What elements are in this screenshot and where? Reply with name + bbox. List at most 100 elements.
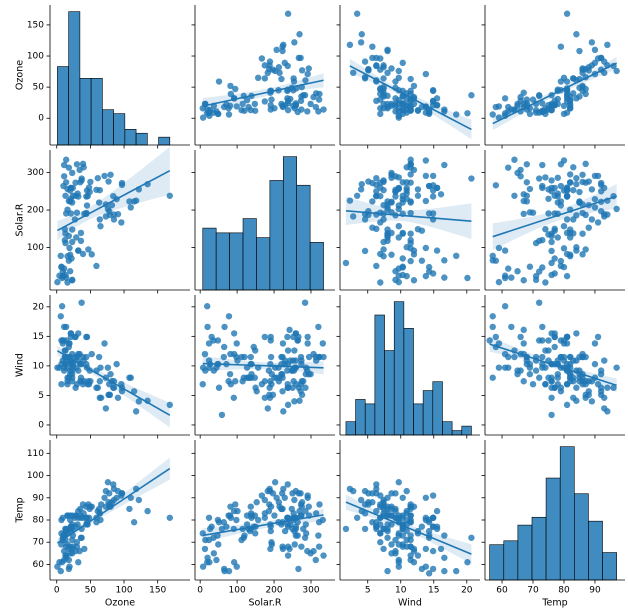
scatter-point xyxy=(523,179,531,186)
scatter-point xyxy=(292,532,300,539)
scatter-point xyxy=(453,252,460,260)
scatter-point xyxy=(570,75,577,82)
scatter-point xyxy=(232,85,239,93)
scatter-point xyxy=(75,247,82,254)
scatter-point xyxy=(573,180,580,188)
scatter-point xyxy=(566,97,574,105)
scatter-point xyxy=(93,384,100,391)
scatter-point xyxy=(429,547,437,555)
scatter-point xyxy=(88,350,95,358)
scatter-point xyxy=(545,337,552,344)
scatter-point xyxy=(65,232,73,240)
scatter-point xyxy=(227,503,234,510)
scatter-point xyxy=(610,384,617,391)
scatter-point xyxy=(247,503,254,510)
scatter-point xyxy=(399,514,406,521)
scatter-point xyxy=(384,206,391,213)
scatter-point xyxy=(166,401,174,409)
y-tick-label: 150 xyxy=(27,20,44,30)
scatter-point xyxy=(276,374,283,381)
panel xyxy=(336,5,480,149)
scatter-point xyxy=(346,41,354,49)
scatter-point xyxy=(566,171,574,178)
scatter-point xyxy=(247,353,254,361)
scatter-point xyxy=(58,360,65,368)
scatter-point xyxy=(93,186,100,193)
scatter-point xyxy=(201,350,209,358)
scatter-point xyxy=(296,31,303,38)
scatter-point xyxy=(202,367,209,374)
scatter-point xyxy=(501,364,509,371)
scatter-point xyxy=(414,552,422,559)
scatter-point xyxy=(266,487,274,495)
scatter-point xyxy=(97,364,104,371)
y-tick-label: 15 xyxy=(33,332,44,342)
scatter-point xyxy=(230,394,237,401)
scatter-point xyxy=(501,247,509,254)
scatter-point xyxy=(316,501,323,508)
scatter-point xyxy=(601,58,608,65)
scatter-point xyxy=(557,182,565,190)
scatter-point xyxy=(297,388,304,395)
scatter-point xyxy=(271,479,279,486)
scatter-point xyxy=(542,225,549,233)
y-tick-label: 0 xyxy=(38,114,44,124)
scatter-point xyxy=(267,353,275,361)
histogram-bar xyxy=(102,109,114,146)
scatter-point xyxy=(294,337,301,344)
scatter-point xyxy=(110,192,117,200)
scatter-point xyxy=(591,204,599,211)
scatter-point xyxy=(65,164,73,171)
scatter-point xyxy=(548,411,555,419)
scatter-point xyxy=(570,164,577,171)
scatter-point xyxy=(542,380,549,388)
scatter-point xyxy=(542,279,549,286)
regression-line xyxy=(489,343,617,387)
scatter-point xyxy=(377,492,384,499)
scatter-point xyxy=(202,536,209,544)
scatter-point xyxy=(563,401,571,409)
scatter-point xyxy=(250,343,257,351)
scatter-point xyxy=(557,262,565,270)
scatter-point xyxy=(425,527,433,535)
scatter-point xyxy=(118,492,125,499)
scatter-point xyxy=(267,106,274,113)
scatter-point xyxy=(65,374,73,381)
scatter-point xyxy=(418,523,426,530)
scatter-point xyxy=(77,514,85,521)
scatter-point xyxy=(62,239,69,247)
scatter-point xyxy=(418,565,426,573)
scatter-point xyxy=(554,174,561,181)
scatter-point xyxy=(213,556,220,564)
scatter-point xyxy=(290,378,297,385)
scatter-point xyxy=(551,227,558,234)
scatter-point xyxy=(73,234,80,241)
scatter-point xyxy=(199,380,206,388)
scatter-point xyxy=(66,268,74,275)
scatter-point xyxy=(422,545,430,553)
scatter-point xyxy=(312,556,319,564)
histogram-bar xyxy=(124,129,137,146)
scatter-point xyxy=(292,101,300,109)
scatter-point xyxy=(548,177,555,184)
scatter-point xyxy=(407,230,414,237)
scatter-point xyxy=(232,378,239,385)
scatter-point xyxy=(215,110,222,118)
histogram-bar xyxy=(422,390,434,436)
scatter-point xyxy=(304,547,311,555)
scatter-point xyxy=(320,106,327,113)
scatter-point xyxy=(350,487,357,495)
x-axis-label: Wind xyxy=(398,598,422,609)
scatter-point xyxy=(350,213,357,220)
scatter-point xyxy=(529,96,537,103)
scatter-point xyxy=(551,255,558,262)
scatter-point xyxy=(93,519,100,526)
scatter-point xyxy=(601,405,608,412)
scatter-point xyxy=(251,100,259,108)
scatter-point xyxy=(560,222,568,230)
scatter-point xyxy=(377,521,384,528)
scatter-point xyxy=(60,182,67,190)
scatter-point xyxy=(67,330,75,337)
scatter-point xyxy=(523,192,531,199)
scatter-point xyxy=(429,565,437,573)
